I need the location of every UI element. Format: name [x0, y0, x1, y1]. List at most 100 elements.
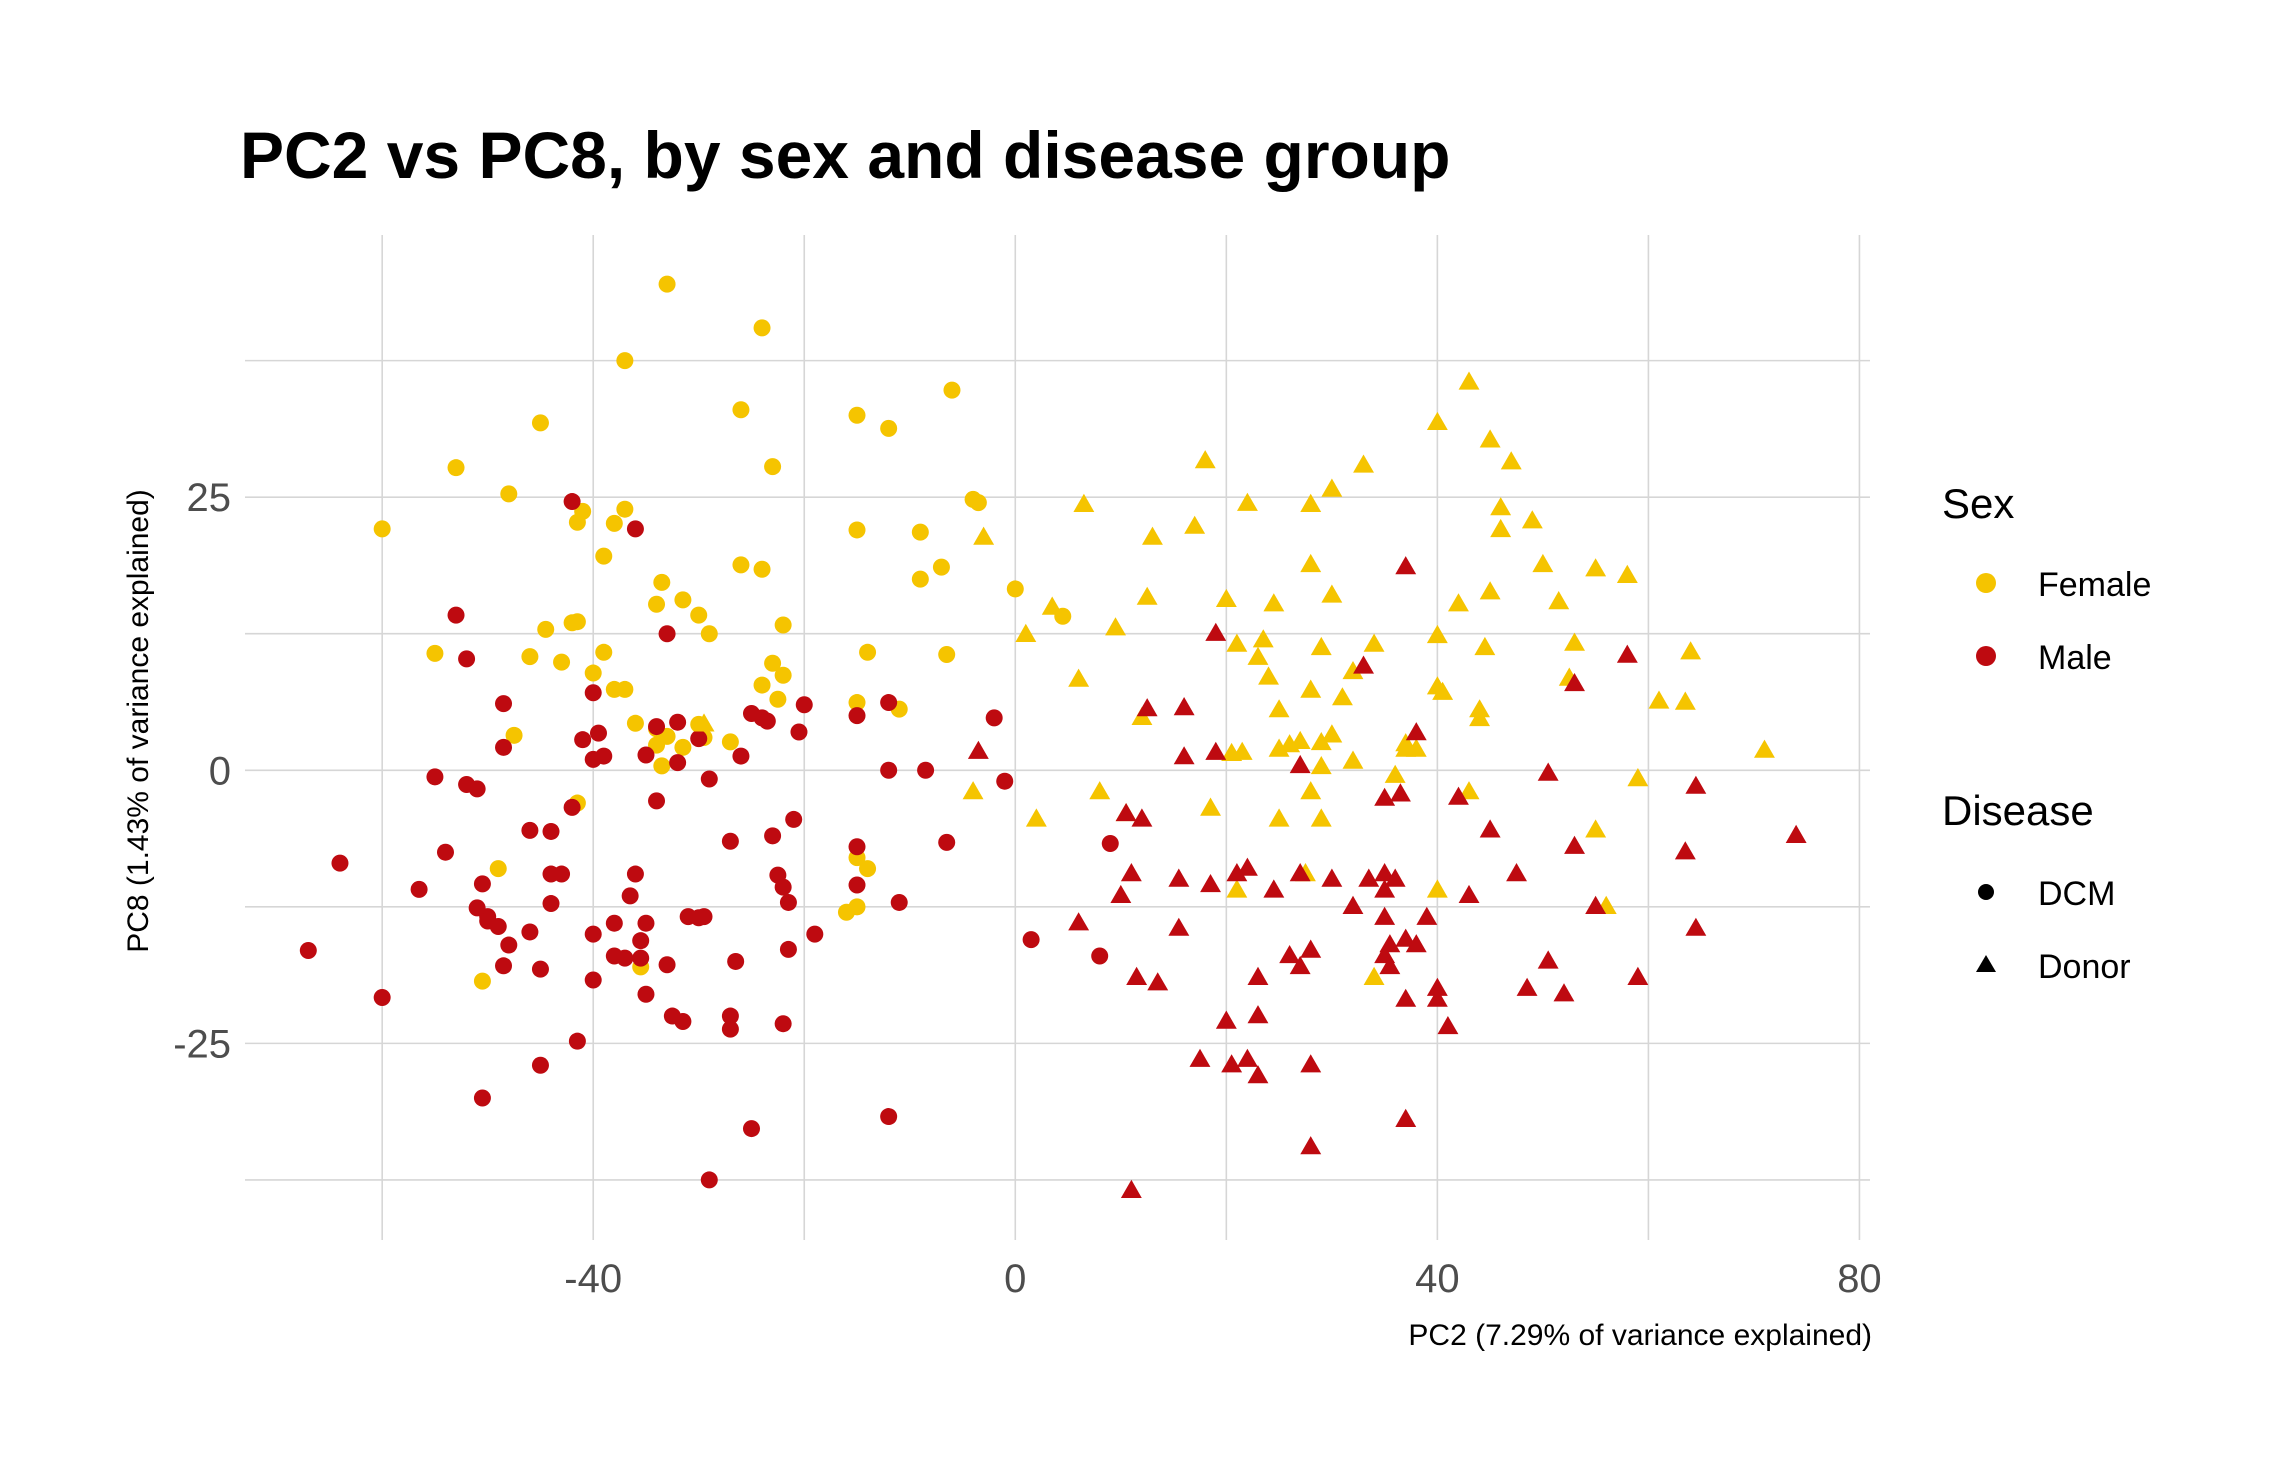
data-point-female-dcm [769, 690, 787, 708]
data-point-male-dcm [495, 695, 513, 713]
data-point-female-donor [1025, 808, 1047, 827]
data-point-female-donor [1184, 515, 1206, 534]
data-point-female-dcm [658, 275, 676, 293]
data-point-male-donor [1115, 803, 1137, 822]
data-point-male-dcm [658, 625, 676, 643]
data-point-female-donor [1521, 510, 1543, 529]
data-point-male-dcm [542, 895, 560, 913]
data-point-female-dcm [626, 714, 644, 732]
data-point-male-donor [1553, 983, 1575, 1002]
data-point-male-dcm [648, 792, 666, 810]
data-point-male-dcm [669, 713, 687, 731]
data-point-female-dcm [568, 513, 586, 531]
legend-title-disease: Disease [1942, 787, 2094, 834]
data-point-male-donor [1405, 722, 1427, 741]
data-point-male-dcm [996, 772, 1014, 790]
data-point-male-donor [1627, 966, 1649, 985]
data-point-male-donor [1564, 835, 1585, 854]
data-point-male-dcm [568, 1032, 586, 1050]
data-point-female-dcm [605, 514, 623, 532]
data-point-male-donor [1426, 988, 1448, 1007]
data-point-female-dcm [568, 613, 586, 631]
data-point-female-dcm [537, 620, 555, 638]
data-point-female-dcm [595, 547, 613, 565]
data-point-female-dcm [653, 757, 671, 775]
data-point-male-donor [1537, 950, 1559, 969]
data-point-female-dcm [764, 458, 782, 476]
data-point-male-donor [1416, 906, 1438, 925]
data-point-female-donor [1226, 879, 1248, 898]
data-point-male-dcm [589, 724, 607, 742]
data-point-male-donor [1358, 868, 1380, 887]
data-point-male-donor [1321, 868, 1343, 887]
data-point-male-dcm [563, 798, 581, 816]
data-point-male-dcm [436, 843, 454, 861]
legend-key-female [1976, 573, 1996, 593]
data-point-female-dcm [938, 645, 956, 663]
y-axis-label: PC8 (1.43% of variance explained) [122, 489, 155, 953]
data-point-male-dcm [458, 650, 476, 668]
data-point-male-dcm [700, 770, 718, 788]
data-point-male-dcm [795, 696, 813, 714]
data-point-male-donor [1126, 966, 1148, 985]
data-point-male-donor [1395, 1108, 1417, 1127]
data-point-male-dcm [674, 1013, 692, 1031]
data-point-female-donor [1754, 739, 1775, 758]
data-point-male-dcm [880, 1108, 898, 1126]
data-point-female-donor [1479, 429, 1501, 448]
data-point-male-donor [1221, 1054, 1243, 1073]
data-point-male-donor [1215, 1010, 1237, 1029]
data-point-male-dcm [447, 606, 465, 624]
data-point-male-donor [1289, 754, 1311, 774]
data-point-female-donor [1363, 633, 1385, 652]
data-point-male-dcm [626, 865, 644, 883]
tick-labels: -40 0 40 80 -25 0 25 [173, 476, 1882, 1301]
data-point-female-dcm [932, 558, 950, 576]
y-tick-label: -25 [173, 1022, 231, 1066]
data-point-male-donor [1395, 556, 1417, 575]
data-point-male-dcm [721, 832, 739, 850]
data-point-male-dcm [584, 750, 602, 768]
data-point-female-donor [1405, 738, 1427, 757]
data-point-female-dcm [732, 556, 750, 574]
data-point-female-donor [1474, 636, 1496, 656]
data-point-male-donor [1136, 698, 1158, 717]
x-tick-label: -40 [564, 1257, 622, 1301]
data-point-male-dcm [373, 988, 391, 1006]
data-point-female-donor [1289, 730, 1311, 749]
data-point-female-dcm [616, 680, 634, 698]
data-point-female-donor [1252, 629, 1274, 648]
data-point-female-donor [1300, 781, 1322, 800]
data-points [299, 275, 1807, 1198]
data-point-female-donor [1353, 454, 1374, 473]
data-point-female-donor [1458, 781, 1480, 800]
data-point-male-donor [1685, 775, 1707, 794]
data-point-male-dcm [426, 768, 444, 786]
data-point-male-dcm [779, 940, 797, 958]
data-point-female-donor [1247, 646, 1269, 665]
data-point-male-dcm [531, 1056, 549, 1074]
legend: Sex Female Male Disease DCM Donor [1942, 480, 2151, 986]
data-point-female-dcm [595, 643, 613, 661]
data-point-female-donor [1332, 687, 1353, 706]
data-point-female-dcm [616, 352, 634, 370]
data-point-female-donor [1321, 584, 1343, 603]
data-point-male-dcm [785, 810, 803, 828]
data-point-female-donor [1448, 593, 1469, 612]
data-point-male-dcm [938, 833, 956, 851]
data-point-female-donor [1627, 768, 1649, 787]
data-point-female-donor [1310, 808, 1332, 827]
data-point-male-donor [1237, 857, 1258, 876]
data-point-male-dcm [637, 746, 655, 764]
data-point-male-dcm [648, 718, 666, 736]
data-point-male-dcm [848, 838, 866, 856]
data-point-female-dcm [700, 625, 718, 643]
data-point-female-donor [1648, 690, 1670, 709]
data-point-male-dcm [500, 936, 518, 954]
data-point-female-donor [1585, 558, 1607, 577]
data-point-male-donor [1342, 895, 1364, 914]
data-point-female-donor [1268, 699, 1290, 718]
data-point-female-donor [962, 781, 984, 800]
data-point-female-dcm [721, 733, 739, 751]
